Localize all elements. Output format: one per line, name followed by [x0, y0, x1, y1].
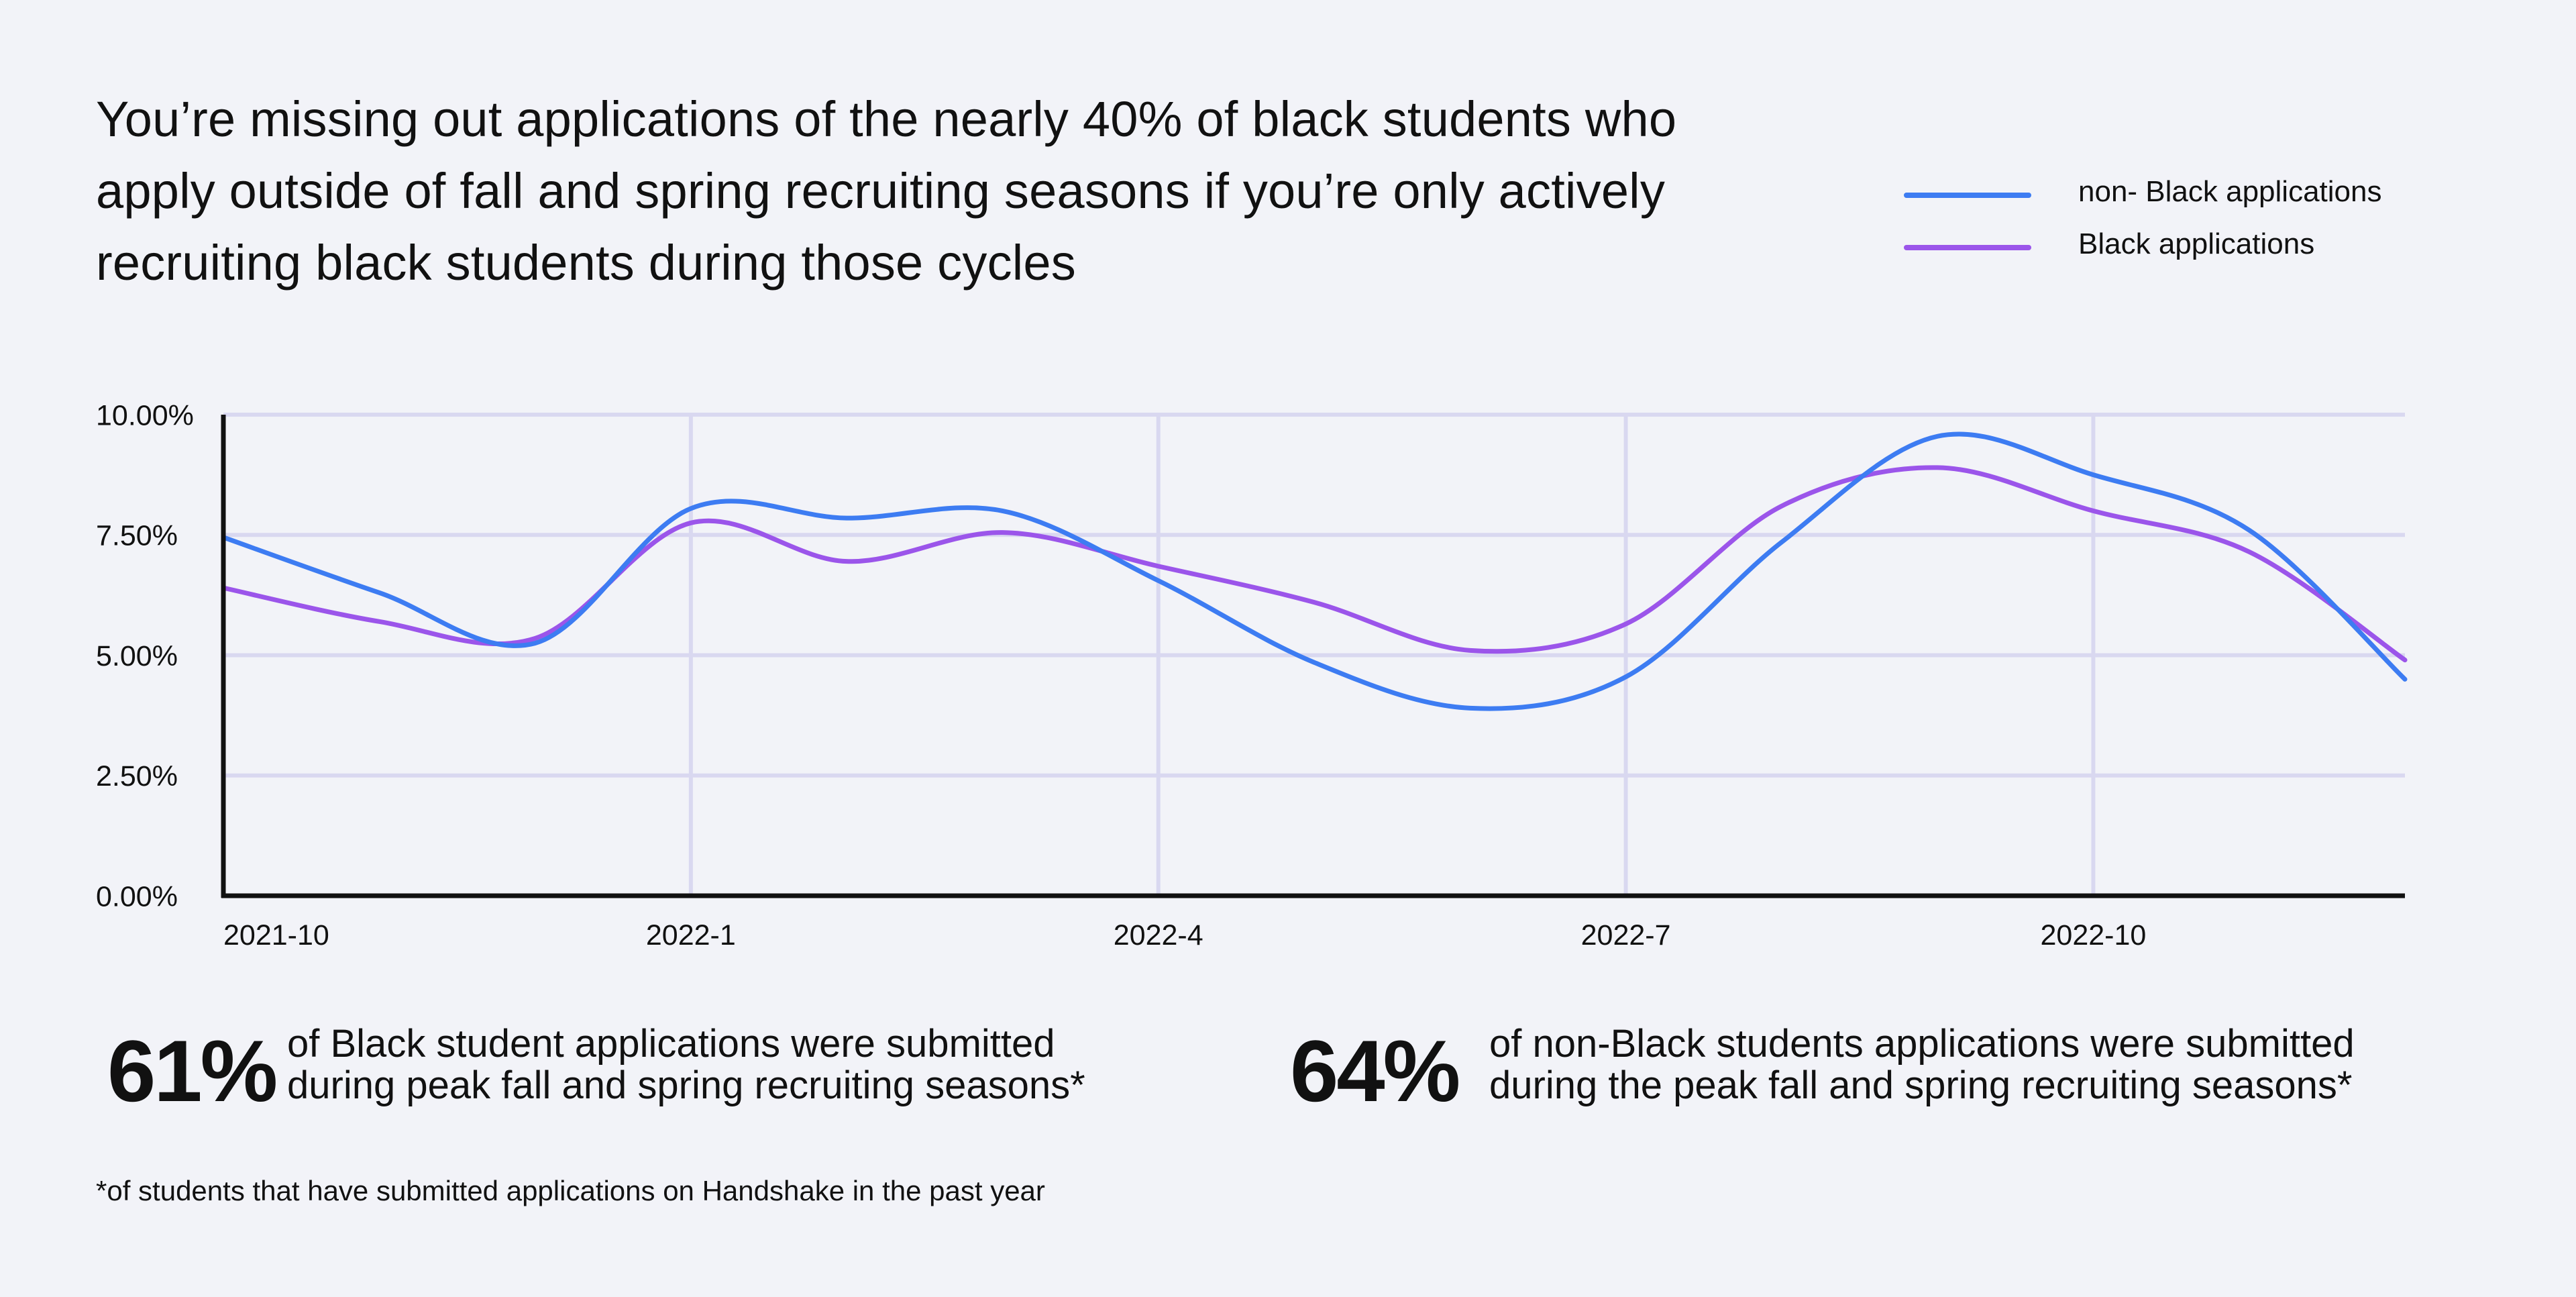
- x-tick-label: 2022-7: [1581, 919, 1671, 951]
- stat-black-text: of Black student applications were submi…: [287, 1023, 1085, 1106]
- y-tick-label: 0.00%: [96, 880, 178, 913]
- x-tick-label: 2022-10: [2041, 919, 2147, 951]
- series-line-black: [221, 465, 2408, 663]
- y-tick-label: 7.50%: [96, 520, 178, 552]
- y-tick-label: 10.00%: [96, 399, 194, 431]
- x-tick-label: 2021-10: [223, 919, 329, 951]
- stat-non-black-line2: during the peak fall and spring recruiti…: [1489, 1063, 2353, 1107]
- footnote: *of students that have submitted applica…: [96, 1175, 1045, 1206]
- grid-layer: [223, 413, 2405, 896]
- stat-black-line2: during peak fall and spring recruiting s…: [287, 1063, 1085, 1107]
- x-tick-label: 2022-1: [646, 919, 736, 951]
- stat-non-black-number: 64%: [1290, 1022, 1460, 1120]
- stat-non-black-line1: of non-Black students applications were …: [1489, 1022, 2355, 1066]
- stat-black-line1: of Black student applications were submi…: [287, 1022, 1055, 1066]
- legend-swatch-non-black: [1904, 193, 2031, 198]
- stat-black: 61% of Black student applications were s…: [107, 1010, 1214, 1120]
- label-layer: 0.00% 2.50% 5.00% 7.50% 10.00% 2021-10 2022-1 2…: [96, 399, 2146, 951]
- stat-non-black: 64% of non-Black students applications w…: [1290, 1010, 2551, 1120]
- series-layer: [221, 431, 2408, 711]
- line-chart: 0.00% 2.50% 5.00% 7.50% 10.00% 2021-10 2022-1 2…: [96, 399, 2408, 951]
- series-line-non-black: [221, 431, 2408, 711]
- x-tick-label: 2022-4: [1114, 919, 1203, 951]
- y-tick-label: 5.00%: [96, 640, 178, 672]
- headline: You’re missing out applications of the n…: [96, 91, 1677, 291]
- axis-layer: [221, 415, 2405, 898]
- legend-item-black: Black applications: [1904, 220, 2508, 272]
- legend-label-non-black: non- Black applications: [2078, 175, 2382, 208]
- stat-non-black-text: of non-Black students applications were …: [1489, 1023, 2355, 1106]
- stat-black-number: 61%: [107, 1022, 278, 1120]
- legend: non- Black applications Black applicatio…: [1904, 168, 2508, 272]
- y-tick-label: 2.50%: [96, 760, 178, 792]
- legend-swatch-black: [1904, 245, 2031, 250]
- legend-label-black: Black applications: [2078, 227, 2315, 260]
- legend-item-non-black: non- Black applications: [1904, 168, 2508, 220]
